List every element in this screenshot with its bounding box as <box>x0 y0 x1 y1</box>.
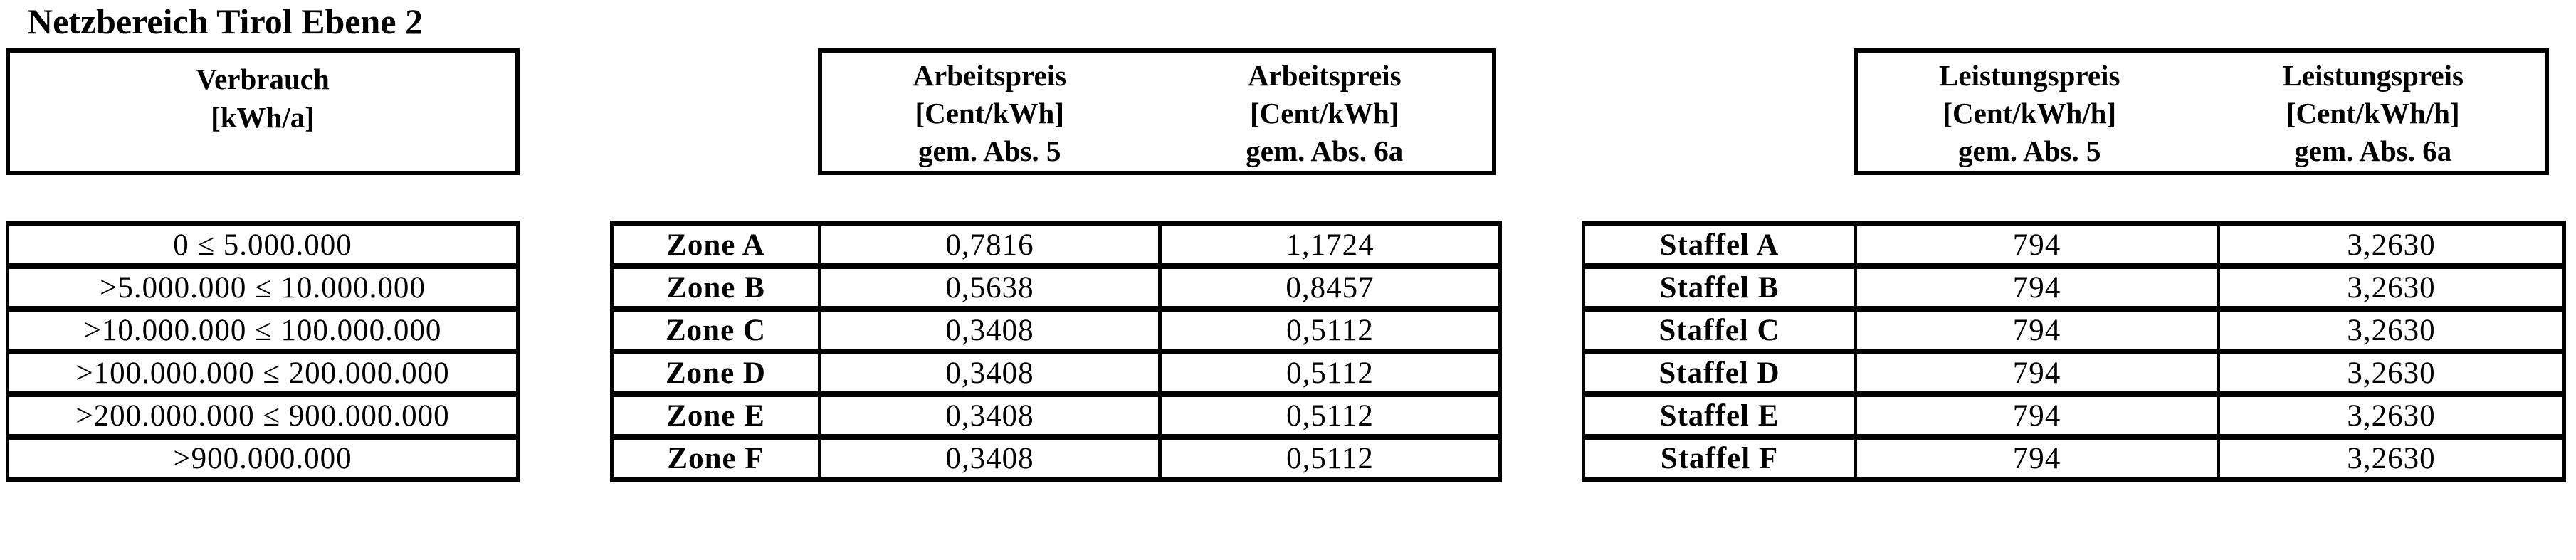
arbeitspreis-abs6a-value: 1,1724 <box>1158 226 1498 263</box>
leistungspreis-abs6a-unit: [Cent/kWh/h] <box>2286 97 2460 130</box>
verbrauch-header-box: Verbrauch [kWh/a] <box>6 48 520 175</box>
arbeitspreis-abs6a-value: 0,5112 <box>1158 397 1498 434</box>
zone-label: Zone E <box>666 398 765 433</box>
verbrauch-range: >5.000.000 ≤ 10.000.000 <box>100 270 426 305</box>
verbrauch-table: 0 ≤ 5.000.000 >5.000.000 ≤ 10.000.000 >1… <box>6 221 520 482</box>
arbeitspreis-abs6a-unit: [Cent/kWh] <box>1249 97 1399 130</box>
leistungspreis-abs6a-ref: gem. Abs. 6a <box>2294 134 2452 167</box>
table-row: Zone F 0,3408 0,5112 <box>610 437 1502 480</box>
table-row: Staffel B 794 3,2630 <box>1582 266 2566 309</box>
table-row: Staffel C 794 3,2630 <box>1582 309 2566 352</box>
table-row: Zone C 0,3408 0,5112 <box>610 309 1502 352</box>
zone-label: Zone D <box>666 356 766 390</box>
table-row: Staffel A 794 3,2630 <box>1582 223 2566 266</box>
verbrauch-range: >10.000.000 ≤ 100.000.000 <box>83 313 442 347</box>
leistungspreis-header-abs5: Leistungspreis [Cent/kWh/h] gem. Abs. 5 <box>1858 53 2202 171</box>
arbeitspreis-abs6a-value: 0,8457 <box>1158 269 1498 306</box>
arbeitspreis-header-abs5: Arbeitspreis [Cent/kWh] gem. Abs. 5 <box>822 53 1157 171</box>
leistungspreis-abs6a-value: 3,2630 <box>2217 440 2562 477</box>
table-row: Staffel D 794 3,2630 <box>1582 352 2566 394</box>
leistungspreis-abs6a-value: 3,2630 <box>2217 226 2562 263</box>
arbeitspreis-abs5-value: 0,3408 <box>818 312 1158 349</box>
leistungspreis-abs5-unit: [Cent/kWh/h] <box>1942 97 2117 130</box>
verbrauch-header-line1: Verbrauch <box>196 63 330 95</box>
table-row: >10.000.000 ≤ 100.000.000 <box>6 309 520 352</box>
arbeitspreis-abs5-title: Arbeitspreis <box>913 59 1067 92</box>
arbeitspreis-abs6a-title: Arbeitspreis <box>1247 59 1402 92</box>
arbeitspreis-zone-table: Zone A 0,7816 1,1724 Zone B 0,5638 0,845… <box>610 221 1502 482</box>
page-title: Netzbereich Tirol Ebene 2 <box>27 1 423 41</box>
staffel-label: Staffel E <box>1659 398 1779 433</box>
arbeitspreis-abs6a-ref: gem. Abs. 6a <box>1246 134 1404 167</box>
leistungspreis-header-abs6a: Leistungspreis [Cent/kWh/h] gem. Abs. 6a <box>2202 53 2545 171</box>
staffel-label: Staffel A <box>1659 228 1779 262</box>
table-row: Zone D 0,3408 0,5112 <box>610 352 1502 394</box>
leistungspreis-abs6a-title: Leistungspreis <box>2282 59 2464 92</box>
table-row: >100.000.000 ≤ 200.000.000 <box>6 352 520 394</box>
arbeitspreis-abs5-ref: gem. Abs. 5 <box>918 134 1061 167</box>
table-row: 0 ≤ 5.000.000 <box>6 223 520 266</box>
zone-label: Zone A <box>666 228 765 262</box>
arbeitspreis-abs5-value: 0,3408 <box>818 397 1158 434</box>
leistungspreis-abs6a-value: 3,2630 <box>2217 269 2562 306</box>
leistungspreis-header-box: Leistungspreis [Cent/kWh/h] gem. Abs. 5 … <box>1854 48 2549 175</box>
leistungspreis-abs5-title: Leistungspreis <box>1939 59 2120 92</box>
verbrauch-range: >900.000.000 <box>173 441 352 475</box>
table-row: Zone B 0,5638 0,8457 <box>610 266 1502 309</box>
leistungspreis-abs5-value: 794 <box>1854 312 2217 349</box>
zone-label: Zone C <box>666 313 766 347</box>
verbrauch-header-line2: [kWh/a] <box>211 101 315 134</box>
arbeitspreis-abs6a-value: 0,5112 <box>1158 354 1498 391</box>
verbrauch-range: >200.000.000 ≤ 900.000.000 <box>75 398 450 433</box>
leistungspreis-abs6a-value: 3,2630 <box>2217 397 2562 434</box>
staffel-label: Staffel F <box>1660 441 1779 475</box>
table-row: Zone A 0,7816 1,1724 <box>610 223 1502 266</box>
table-row: >200.000.000 ≤ 900.000.000 <box>6 394 520 437</box>
table-row: >900.000.000 <box>6 437 520 480</box>
leistungspreis-abs6a-value: 3,2630 <box>2217 312 2562 349</box>
zone-label: Zone F <box>667 441 764 475</box>
arbeitspreis-header-box: Arbeitspreis [Cent/kWh] gem. Abs. 5 Arbe… <box>818 48 1496 175</box>
staffel-label: Staffel B <box>1659 270 1779 305</box>
staffel-label: Staffel C <box>1658 313 1780 347</box>
verbrauch-range: >100.000.000 ≤ 200.000.000 <box>75 356 450 390</box>
zone-label: Zone B <box>666 270 765 305</box>
arbeitspreis-abs6a-value: 0,5112 <box>1158 312 1498 349</box>
arbeitspreis-abs5-value: 0,7816 <box>818 226 1158 263</box>
leistungspreis-abs5-value: 794 <box>1854 440 2217 477</box>
leistungspreis-abs6a-value: 3,2630 <box>2217 354 2562 391</box>
staffel-label: Staffel D <box>1658 356 1780 390</box>
table-row: Zone E 0,3408 0,5112 <box>610 394 1502 437</box>
table-row: Staffel F 794 3,2630 <box>1582 437 2566 480</box>
arbeitspreis-abs5-unit: [Cent/kWh] <box>915 97 1065 130</box>
leistungspreis-abs5-value: 794 <box>1854 354 2217 391</box>
arbeitspreis-abs5-value: 0,3408 <box>818 440 1158 477</box>
leistungspreis-abs5-value: 794 <box>1854 269 2217 306</box>
arbeitspreis-header-abs6a: Arbeitspreis [Cent/kWh] gem. Abs. 6a <box>1157 53 1493 171</box>
leistungspreis-staffel-table: Staffel A 794 3,2630 Staffel B 794 3,263… <box>1582 221 2566 482</box>
verbrauch-range: 0 ≤ 5.000.000 <box>173 228 352 262</box>
leistungspreis-abs5-ref: gem. Abs. 5 <box>1958 134 2101 167</box>
arbeitspreis-abs5-value: 0,3408 <box>818 354 1158 391</box>
leistungspreis-abs5-value: 794 <box>1854 226 2217 263</box>
table-row: >5.000.000 ≤ 10.000.000 <box>6 266 520 309</box>
arbeitspreis-abs5-value: 0,5638 <box>818 269 1158 306</box>
leistungspreis-abs5-value: 794 <box>1854 397 2217 434</box>
arbeitspreis-abs6a-value: 0,5112 <box>1158 440 1498 477</box>
table-row: Staffel E 794 3,2630 <box>1582 394 2566 437</box>
